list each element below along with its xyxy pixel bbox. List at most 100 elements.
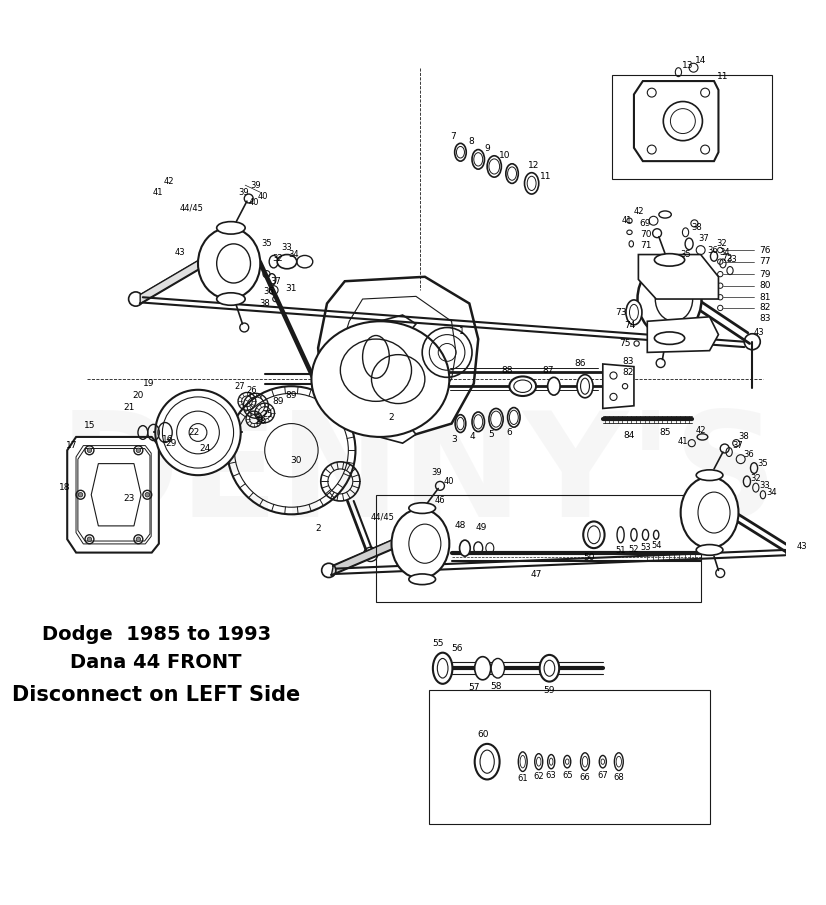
Polygon shape [331,539,394,575]
Text: 71: 71 [640,241,651,250]
Ellipse shape [583,521,605,548]
Ellipse shape [681,477,738,548]
Text: 84: 84 [624,431,635,440]
Text: 80: 80 [759,281,771,291]
Text: 37: 37 [270,277,281,286]
Circle shape [155,390,240,475]
Text: 2: 2 [316,524,321,533]
Text: DENNY'S: DENNY'S [59,406,779,548]
Text: 15: 15 [83,421,95,430]
Text: 49: 49 [475,523,487,532]
Text: 11: 11 [540,172,552,181]
Text: 11: 11 [717,72,729,81]
Ellipse shape [577,375,593,398]
Text: 22: 22 [188,428,199,437]
Ellipse shape [472,149,485,169]
Text: 34: 34 [719,248,730,257]
Text: 34: 34 [288,250,298,259]
Text: 38: 38 [691,224,701,233]
Polygon shape [638,254,719,299]
Text: 37: 37 [698,234,709,243]
Text: 75: 75 [620,339,631,348]
Polygon shape [318,277,478,437]
Ellipse shape [409,574,435,585]
Text: 28: 28 [255,417,266,426]
Text: 27: 27 [235,382,245,391]
Text: 76: 76 [759,245,771,254]
Text: 89: 89 [273,397,284,405]
Ellipse shape [475,744,500,779]
Text: Dana 44 FRONT: Dana 44 FRONT [70,653,242,672]
Text: 82: 82 [622,368,634,377]
Text: 77: 77 [759,257,771,266]
Text: 41: 41 [153,187,164,196]
Polygon shape [363,424,416,443]
Text: 39: 39 [238,187,249,196]
Ellipse shape [626,300,642,325]
Text: 60: 60 [477,730,488,739]
Text: 43: 43 [797,542,807,551]
Text: 86: 86 [575,359,586,368]
Text: 56: 56 [451,644,463,653]
Text: 62: 62 [534,772,544,781]
Text: 33: 33 [759,481,770,491]
Text: 32: 32 [273,253,283,262]
Text: 44/45: 44/45 [180,204,204,213]
Ellipse shape [491,659,505,678]
Text: 40: 40 [444,477,454,486]
Ellipse shape [581,753,590,770]
Polygon shape [648,317,719,352]
Ellipse shape [696,545,723,556]
Text: 36: 36 [743,450,754,459]
Text: 42: 42 [164,177,174,186]
Text: 83: 83 [622,357,634,366]
Text: 1: 1 [459,328,465,337]
Ellipse shape [563,756,571,767]
Text: 89: 89 [286,391,297,400]
Text: 54: 54 [651,541,662,550]
Text: 29: 29 [166,439,177,448]
Ellipse shape [534,754,543,769]
Text: 43: 43 [175,248,186,257]
Ellipse shape [433,653,453,684]
Text: 36: 36 [707,245,718,254]
Ellipse shape [615,753,624,770]
Text: 33: 33 [282,243,292,252]
Text: 38: 38 [259,299,270,308]
Circle shape [78,492,83,497]
Text: 32: 32 [716,239,726,248]
Text: 81: 81 [759,292,771,301]
Circle shape [88,448,92,452]
Text: 58: 58 [491,681,501,691]
Ellipse shape [653,530,659,539]
Text: 41: 41 [622,216,632,225]
Text: 34: 34 [767,489,777,498]
Ellipse shape [654,332,685,345]
Text: 67: 67 [597,770,608,779]
Text: 38: 38 [738,433,748,442]
Text: 51: 51 [615,547,626,556]
Circle shape [88,537,92,541]
Text: 2: 2 [388,413,394,422]
Ellipse shape [654,253,685,266]
Ellipse shape [508,407,520,427]
Circle shape [136,448,140,452]
Text: 3: 3 [451,435,457,444]
Text: Dodge  1985 to 1993: Dodge 1985 to 1993 [41,625,271,644]
Text: 4: 4 [469,433,475,442]
Text: 32: 32 [751,474,761,483]
Ellipse shape [638,262,701,337]
Ellipse shape [539,655,559,681]
Text: 83: 83 [759,314,771,323]
Text: 44/45: 44/45 [371,512,395,521]
Ellipse shape [311,321,449,437]
Text: 41: 41 [677,437,688,446]
Ellipse shape [548,377,560,395]
Text: 85: 85 [659,428,671,437]
Polygon shape [67,437,159,553]
Text: 69: 69 [640,219,651,228]
Text: 68: 68 [614,773,624,782]
Text: 53: 53 [640,543,651,552]
Text: 57: 57 [468,683,480,692]
Text: 40: 40 [249,198,259,207]
